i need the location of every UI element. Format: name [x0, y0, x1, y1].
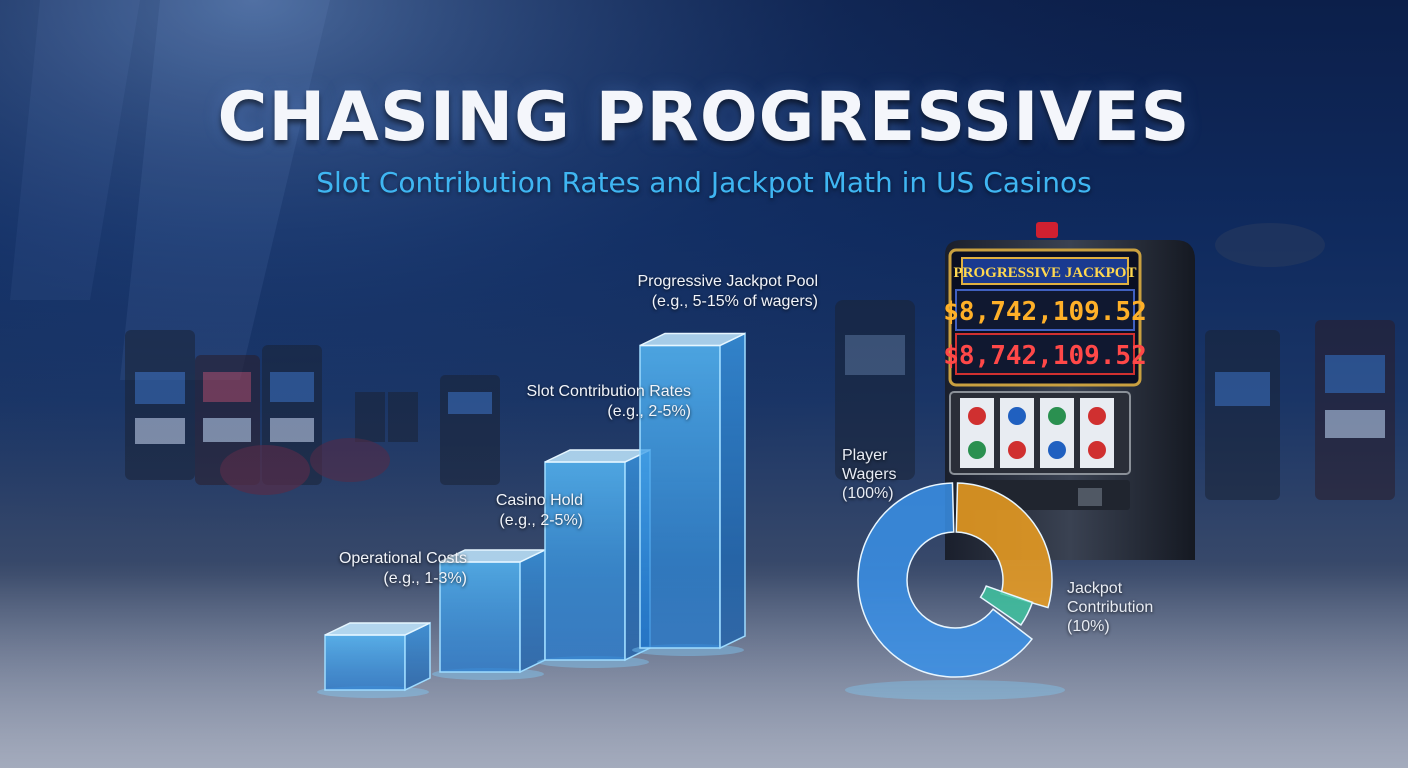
donut-slice [979, 585, 1034, 626]
bar [632, 332, 746, 656]
page-subtitle: Slot Contribution Rates and Jackpot Math… [316, 166, 1092, 199]
jackpot-display-top: $8,742,109.52 [943, 297, 1147, 327]
bar-label-line: (e.g., 2-5%) [499, 512, 583, 529]
bar [317, 621, 431, 698]
bar-label-line: Progressive Jackpot Pool [637, 273, 818, 290]
bar-label-operational-costs: Operational Costs (e.g., 1-3%) [339, 549, 467, 589]
donut-glow [845, 680, 1065, 700]
bar-top [639, 332, 746, 347]
bar-label-line: (e.g., 2-5%) [607, 403, 691, 420]
bar-label-line: Casino Hold [495, 492, 583, 509]
jackpot-display-bottom: $8,742,109.52 [943, 341, 1147, 371]
bar [432, 548, 546, 680]
bar-label-casino-hold: Casino Hold (e.g., 2-5%) [496, 491, 583, 531]
light-beam [10, 0, 140, 300]
marquee-text: PROGRESSIVE JACKPOT [954, 265, 1137, 281]
bar-label-line: Operational Costs [338, 550, 467, 567]
donut-slice [955, 482, 1053, 609]
bar-label-line: (e.g., 1-3%) [383, 570, 467, 587]
donut-chart [845, 482, 1065, 700]
bar-chart [317, 332, 746, 698]
background-slot-machines [125, 223, 1395, 500]
bar-top [324, 622, 431, 636]
pie-label-line: Contribution [1067, 599, 1154, 616]
page-title: CHASING PROGRESSIVES [217, 78, 1191, 157]
bar-label-slot-contribution: Slot Contribution Rates (e.g., 2-5%) [526, 382, 691, 422]
pie-label-line: Player [842, 447, 888, 464]
bar-side [719, 332, 746, 650]
bar-front [324, 634, 406, 691]
pie-label-line: (10%) [1067, 618, 1110, 635]
bar-label-line: Slot Contribution Rates [526, 383, 691, 400]
pie-label-player-wagers: Player Wagers (100%) [842, 446, 897, 503]
pie-label-line: Wagers [842, 466, 897, 483]
pie-label-line: (100%) [842, 485, 894, 502]
bar [537, 448, 651, 668]
donut-slice [857, 482, 1034, 678]
pie-label-jackpot-contribution: Jackpot Contribution (10%) [1067, 579, 1153, 636]
bar-label-line: (e.g., 5-15% of wagers) [651, 293, 818, 310]
bar-label-jackpot-pool: Progressive Jackpot Pool (e.g., 5-15% of… [637, 272, 818, 312]
pie-label-line: Jackpot [1067, 580, 1123, 597]
light-beam [120, 0, 330, 380]
bar-front [639, 344, 721, 649]
bar-side [519, 548, 546, 674]
